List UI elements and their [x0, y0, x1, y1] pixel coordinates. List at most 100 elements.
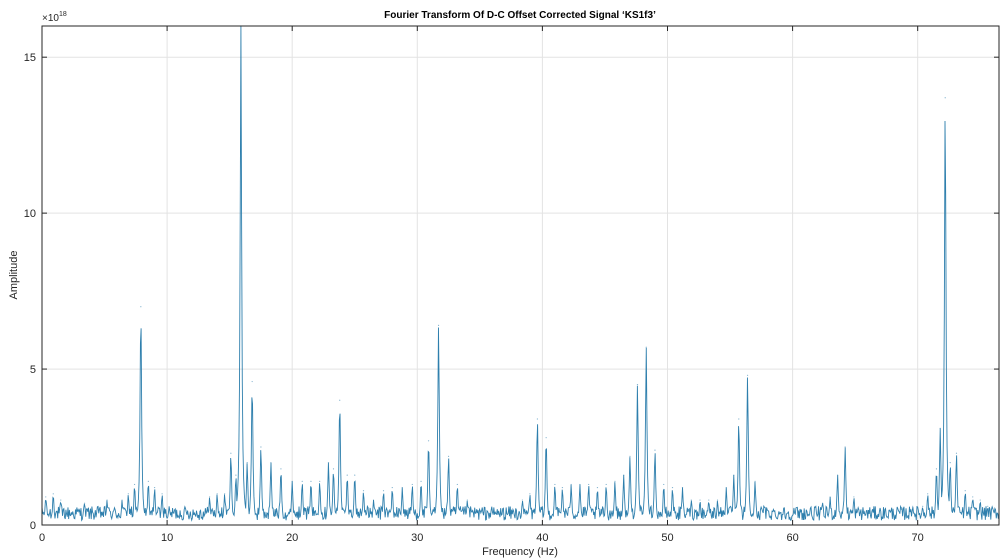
peak-point: [645, 346, 647, 348]
x-tick-label: 30: [411, 532, 423, 544]
peak-point: [733, 474, 735, 476]
peak-point: [579, 483, 581, 486]
peak-point: [140, 306, 142, 308]
axes-box: [41, 25, 1000, 526]
peak-point: [681, 486, 684, 489]
peak-point: [280, 468, 282, 470]
peak-point: [837, 474, 839, 476]
peak-point: [554, 483, 556, 486]
peak-point: [354, 474, 356, 476]
peak-point: [636, 384, 639, 386]
peak-point: [153, 486, 156, 489]
y-axis-label: Amplitude: [8, 251, 20, 300]
y-tick-label: 10: [24, 208, 36, 220]
peak-point: [52, 493, 54, 495]
peak-point: [235, 474, 237, 476]
x-tick-label: 50: [661, 532, 673, 544]
peak-point: [401, 486, 403, 489]
y-exponent-base: ×10: [42, 13, 59, 24]
peak-point: [106, 499, 108, 501]
plot-background: [42, 26, 999, 525]
peak-point: [912, 505, 914, 507]
peak-point: [588, 483, 590, 486]
x-tick-label: 20: [286, 532, 298, 544]
peak-point: [671, 486, 674, 489]
peak-point: [605, 483, 607, 486]
peak-point: [536, 418, 538, 420]
peak-point: [147, 480, 149, 482]
peak-point: [922, 505, 924, 507]
peak-point: [362, 490, 365, 492]
peak-point: [614, 480, 616, 482]
peak-point: [708, 499, 710, 501]
peak-point: [270, 462, 272, 464]
x-tick-label: 10: [161, 532, 173, 544]
peak-point: [310, 480, 312, 482]
peak-point: [900, 508, 903, 511]
peak-point: [60, 499, 62, 501]
y-exponent-label: ×1018: [42, 11, 67, 24]
peak-point: [939, 427, 941, 429]
peak-point: [133, 483, 136, 486]
y-exponent-power: 18: [59, 11, 67, 18]
peak-point: [738, 418, 740, 420]
peak-point: [944, 97, 946, 99]
peak-point: [654, 449, 656, 451]
peak-point: [561, 486, 564, 489]
peak-point: [216, 493, 218, 495]
y-tick-label: 15: [24, 52, 36, 64]
peak-point: [260, 446, 262, 448]
peak-point: [725, 486, 727, 489]
chart-title: Fourier Transform Of D-C Offset Correcte…: [384, 10, 656, 21]
peak-point: [319, 480, 321, 482]
peak-point: [972, 496, 974, 498]
peak-point: [466, 499, 468, 501]
peak-point: [521, 499, 523, 501]
peak-point: [964, 490, 966, 492]
peak-point: [690, 499, 692, 501]
peak-point: [332, 468, 335, 470]
peak-point: [447, 455, 450, 457]
peak-point: [623, 474, 625, 476]
peak-point: [629, 455, 631, 457]
peak-point: [746, 374, 749, 376]
peak-point: [456, 483, 458, 486]
peak-point: [251, 380, 253, 383]
peak-point: [121, 499, 123, 501]
peak-point: [927, 493, 929, 495]
y-tick-label: 5: [30, 364, 36, 376]
y-tick-labels: 0 5 10 15: [24, 52, 36, 532]
peak-point: [161, 493, 163, 495]
peak-point: [420, 480, 422, 482]
peak-point: [224, 493, 226, 495]
x-axis-label: Frequency (Hz): [482, 546, 558, 558]
peak-point: [437, 324, 440, 326]
peak-point: [829, 496, 831, 498]
x-tick-label: 40: [536, 532, 548, 544]
peak-point: [45, 496, 47, 498]
peak-point: [663, 483, 665, 486]
peak-point: [699, 499, 701, 501]
peak-point: [979, 499, 981, 501]
peak-point: [411, 483, 413, 486]
peak-point: [529, 493, 531, 495]
peak-point: [346, 474, 348, 476]
peak-point: [339, 399, 341, 401]
peak-point: [391, 486, 393, 489]
series-lines: [41, 25, 1000, 522]
peak-point: [949, 462, 951, 464]
peak-point: [987, 505, 989, 507]
peak-point: [822, 502, 824, 504]
peak-point: [853, 496, 855, 498]
peak-point: [301, 480, 303, 482]
x-tick-label: 60: [786, 532, 798, 544]
peak-point: [844, 446, 846, 448]
peak-point: [994, 508, 996, 511]
peak-point: [716, 499, 719, 501]
tick-marks: [41, 26, 999, 526]
peak-point: [955, 452, 958, 454]
x-tick-label: 0: [39, 532, 45, 544]
peak-point: [127, 493, 129, 495]
grid-lines: [42, 26, 999, 525]
